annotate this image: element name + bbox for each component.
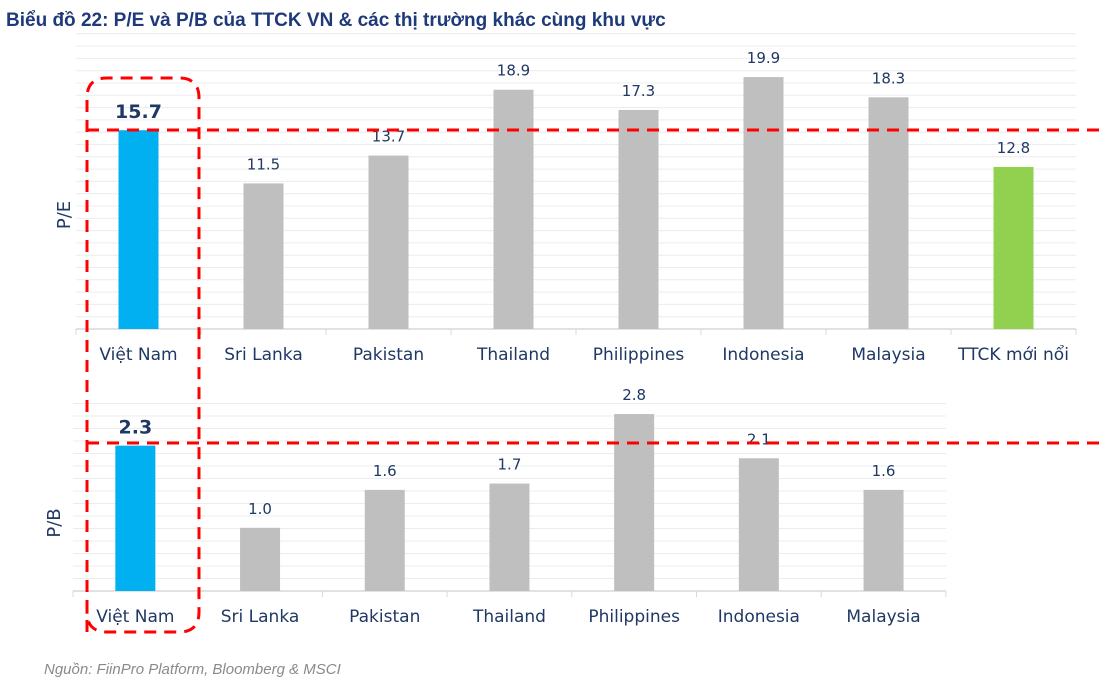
data-label: 19.9 xyxy=(747,49,780,67)
data-label: 15.7 xyxy=(115,101,162,123)
data-label: 1.7 xyxy=(498,456,522,474)
category-label: Thailand xyxy=(476,345,550,365)
category-label: Indonesia xyxy=(718,607,800,627)
data-label: 13.7 xyxy=(372,128,405,146)
bar-malaysia xyxy=(868,97,909,330)
category-label: Pakistan xyxy=(349,607,420,627)
data-label: 11.5 xyxy=(247,155,280,173)
category-label: Pakistan xyxy=(353,345,424,365)
bar-sri-lanka xyxy=(243,183,284,329)
data-label: 1.6 xyxy=(872,462,896,480)
category-label: Philippines xyxy=(593,345,685,365)
category-label: Malaysia xyxy=(851,345,925,365)
bar-pakistan xyxy=(368,155,409,329)
bar-ttck-mới-nổi xyxy=(993,166,1034,329)
bar-philippines xyxy=(614,414,655,591)
data-label: 18.9 xyxy=(497,62,530,80)
category-label: Indonesia xyxy=(722,345,804,365)
bar-thailand xyxy=(493,89,534,329)
y-axis-label: P/B xyxy=(44,508,65,537)
bar-indonesia xyxy=(743,77,784,329)
data-label: 2.3 xyxy=(119,417,153,439)
bar-việt-nam xyxy=(115,445,156,591)
category-label: Thailand xyxy=(472,607,546,627)
data-label: 2.8 xyxy=(622,386,646,404)
bar-indonesia xyxy=(738,458,779,591)
category-label: Sri Lanka xyxy=(224,345,303,365)
data-label: 2.1 xyxy=(747,430,771,448)
category-label: Sri Lanka xyxy=(221,607,300,627)
category-label: Philippines xyxy=(588,607,680,627)
bar-pakistan xyxy=(364,489,405,591)
highlight-box-vietnam xyxy=(85,76,201,634)
bar-sri-lanka xyxy=(240,527,281,591)
bar-việt-nam xyxy=(118,130,159,329)
chart-title: Biểu đồ 22: P/E và P/B của TTCK VN & các… xyxy=(6,10,666,31)
category-label: TTCK mới nổi xyxy=(957,344,1069,365)
data-label: 18.3 xyxy=(872,69,905,87)
bar-philippines xyxy=(618,109,659,330)
y-axis-label: P/E xyxy=(54,201,75,229)
category-label: Việt Nam xyxy=(96,607,174,627)
data-label: 1.0 xyxy=(248,500,272,518)
data-label: 1.6 xyxy=(373,462,397,480)
source-note: Nguồn: FiinPro Platform, Bloomberg & MSC… xyxy=(44,661,341,678)
data-label: 12.8 xyxy=(997,139,1030,157)
data-label: 17.3 xyxy=(622,82,655,100)
category-label: Việt Nam xyxy=(99,345,177,365)
bar-thailand xyxy=(489,483,530,591)
category-label: Malaysia xyxy=(846,607,920,627)
bar-malaysia xyxy=(863,489,904,591)
